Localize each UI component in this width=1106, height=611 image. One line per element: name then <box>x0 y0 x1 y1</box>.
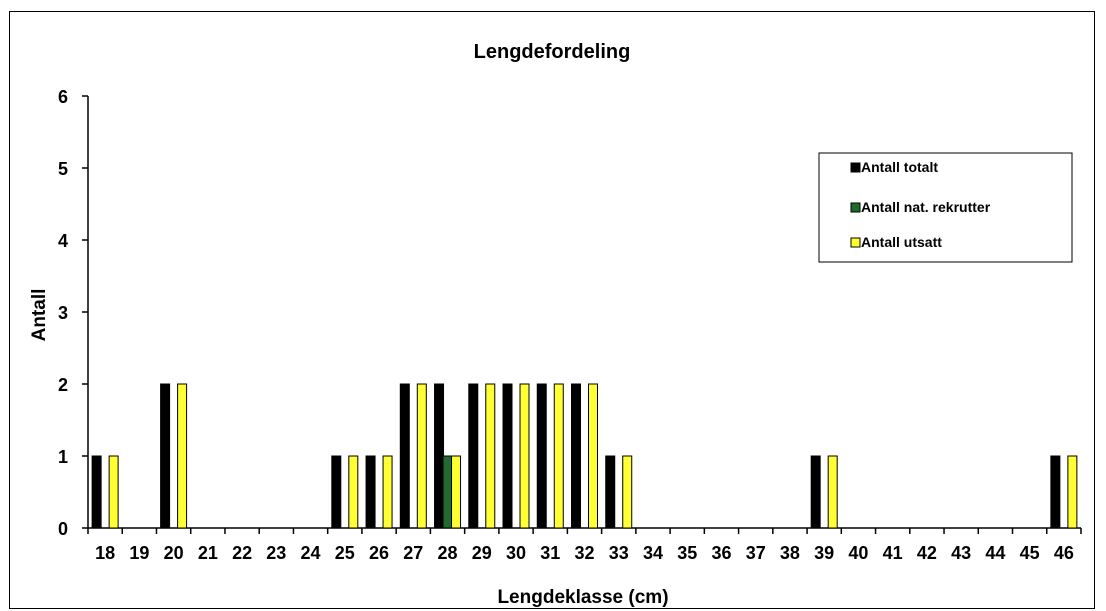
legend-swatch <box>850 162 861 173</box>
x-tick-label: 28 <box>438 543 458 563</box>
y-tick-label: 5 <box>58 159 68 179</box>
bar-utsatt <box>485 383 496 529</box>
bar-utsatt <box>1067 455 1078 529</box>
x-tick-label: 19 <box>129 543 149 563</box>
x-tick-label: 34 <box>643 543 663 563</box>
bar-utsatt <box>382 455 393 529</box>
x-tick-label: 36 <box>711 543 731 563</box>
x-tick-label: 38 <box>780 543 800 563</box>
bar-total <box>536 383 547 529</box>
x-tick-label: 46 <box>1054 543 1074 563</box>
bar-total <box>1050 455 1061 529</box>
x-tick-label: 39 <box>814 543 834 563</box>
y-tick-label: 3 <box>58 303 68 323</box>
x-tick-label: 33 <box>609 543 629 563</box>
bar-total <box>502 383 513 529</box>
bar-utsatt <box>451 455 462 529</box>
bar-total <box>399 383 410 529</box>
bar-utsatt <box>622 455 633 529</box>
bar-utsatt <box>416 383 427 529</box>
chart-title: Lengdefordeling <box>474 41 631 63</box>
x-tick-label: 24 <box>301 543 321 563</box>
bar-utsatt <box>827 455 838 529</box>
legend-box <box>818 152 1073 263</box>
x-tick-label: 27 <box>403 543 423 563</box>
x-tick-label: 43 <box>951 543 971 563</box>
bar-utsatt <box>588 383 598 529</box>
bar-total <box>571 383 581 529</box>
x-tick-label: 29 <box>472 543 492 563</box>
chart-frame <box>9 11 1095 609</box>
y-tick-label: 1 <box>58 447 68 467</box>
bar-utsatt <box>553 383 564 529</box>
x-tick-label: 45 <box>1020 543 1040 563</box>
legend-label: Antall nat. rekrutter <box>861 199 991 215</box>
x-axis-label: Lengdeklasse (cm) <box>497 587 668 608</box>
bar-total <box>365 455 376 529</box>
legend-label: Antall utsatt <box>861 234 942 250</box>
y-axis-label: Antall <box>29 289 50 342</box>
bar-total <box>468 383 479 529</box>
bar-total <box>434 383 445 529</box>
x-tick-label: 18 <box>95 543 115 563</box>
x-tick-label: 30 <box>506 543 526 563</box>
x-tick-label: 21 <box>198 543 218 563</box>
bar-nat-rekrutter <box>442 455 453 529</box>
x-tick-label: 23 <box>266 543 286 563</box>
x-tick-label: 26 <box>369 543 389 563</box>
x-tick-label: 42 <box>917 543 937 563</box>
bar-total <box>331 455 342 529</box>
x-tick-label: 35 <box>677 543 697 563</box>
x-tick-label: 37 <box>746 543 766 563</box>
bar-utsatt <box>177 383 188 529</box>
bar-total <box>160 383 171 529</box>
legend-label: Antall totalt <box>861 159 938 175</box>
legend: Antall totalt Antall nat. rekrutter Antall… <box>818 152 1073 263</box>
bar-total <box>810 455 821 529</box>
bar-total <box>91 455 102 529</box>
x-tick-label: 20 <box>164 543 184 563</box>
bar-utsatt <box>348 455 359 529</box>
x-tick-label: 32 <box>574 543 594 563</box>
x-tick-label: 25 <box>335 543 355 563</box>
bar-utsatt <box>108 455 119 529</box>
legend-swatch <box>850 237 861 248</box>
y-tick-label: 6 <box>58 87 68 107</box>
x-tick-label: 40 <box>848 543 868 563</box>
x-tick-label: 31 <box>540 543 560 563</box>
bar-total <box>605 455 616 529</box>
y-tick-label: 2 <box>58 375 68 395</box>
y-tick-label: 4 <box>58 231 68 251</box>
legend-swatch <box>850 202 861 213</box>
x-tick-label: 41 <box>883 543 903 563</box>
bar-utsatt <box>519 383 530 529</box>
y-tick-label: 0 <box>58 519 68 539</box>
x-tick-label: 22 <box>232 543 252 563</box>
x-tick-label: 44 <box>985 543 1005 563</box>
